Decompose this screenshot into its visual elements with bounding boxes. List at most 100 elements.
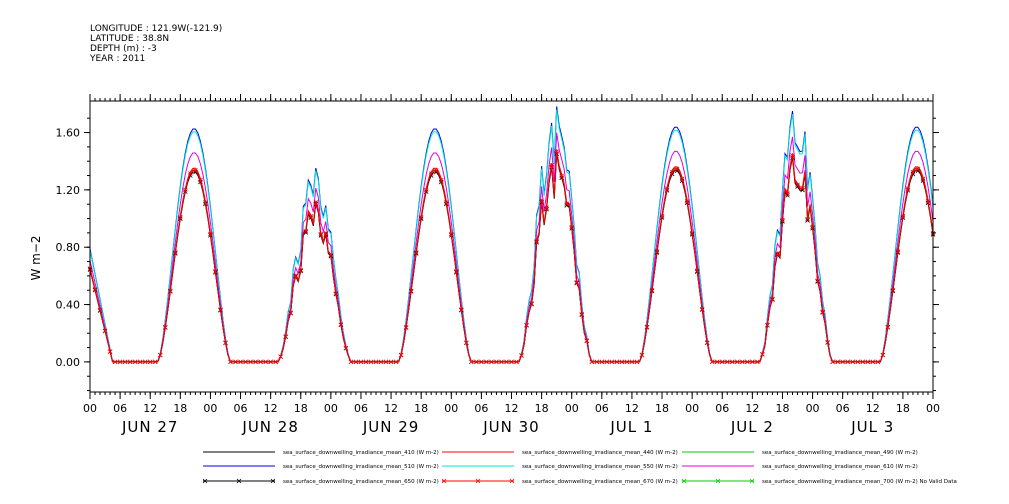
series-marker-7 — [840, 359, 845, 365]
series-marker-7 — [253, 359, 258, 365]
series-marker-7 — [890, 287, 896, 293]
chart-header: LONGITUDE : 121.9W(-121.9) LATITUDE : 38… — [89, 24, 222, 64]
x-day-label: JUL 1 — [609, 418, 653, 436]
legend-entry: sea_surface_downwelling_irradiance_mean_… — [283, 450, 439, 456]
series-marker-7 — [243, 359, 248, 365]
series-marker-7 — [579, 312, 585, 317]
series-marker-7 — [714, 359, 720, 365]
series-marker-7 — [830, 359, 835, 365]
series-marker-7 — [639, 352, 645, 358]
x-tick-label: 12 — [745, 402, 759, 415]
series-marker-7 — [644, 324, 650, 330]
series-marker-7 — [162, 324, 168, 330]
series-marker-7 — [554, 149, 559, 154]
series-marker-7 — [699, 306, 705, 312]
x-tick-label: 18 — [896, 402, 910, 415]
y-tick-label: 0.80 — [56, 241, 81, 254]
series-marker-7 — [925, 198, 931, 204]
series-marker-7 — [524, 322, 529, 328]
plot-axes: 0.00 0.40 0.80 1.20 1.60 00 06 12 18 00 06 12 18 00 06… — [56, 94, 940, 436]
series-marker-7 — [599, 359, 605, 365]
x-tick-label: 18 — [775, 402, 789, 415]
x-tick-label: 18 — [655, 402, 669, 415]
series-marker-6 — [785, 193, 790, 198]
series-marker-7 — [293, 273, 299, 278]
series-marker-7 — [654, 249, 660, 254]
series-marker-7 — [669, 169, 675, 175]
series-marker-7 — [178, 214, 183, 220]
series-marker-7 — [97, 307, 103, 313]
series-marker-7 — [504, 359, 509, 365]
series-marker-7 — [333, 291, 339, 296]
series-marker-7 — [443, 200, 449, 205]
plot-lines — [87, 106, 936, 365]
x-day-label: JUL 3 — [850, 418, 894, 436]
series-marker-7 — [464, 340, 469, 346]
x-tick-label: 00 — [203, 402, 217, 415]
plot-frame — [89, 100, 934, 393]
y-tick-label: 0.00 — [56, 356, 81, 369]
series-marker-7 — [800, 186, 805, 191]
series-marker-7 — [805, 216, 810, 222]
series-marker-7 — [318, 231, 324, 237]
series-marker-7 — [283, 334, 288, 339]
series-marker-7 — [248, 359, 253, 365]
x-tick-label: 06 — [234, 402, 248, 415]
series-marker-7 — [223, 340, 228, 346]
series-marker-7 — [353, 359, 359, 365]
series-marker-7 — [258, 359, 263, 365]
latitude-label: LATITUDE : 38.8N — [90, 34, 169, 44]
series-marker-6 — [193, 169, 198, 175]
series-marker-7 — [659, 213, 665, 219]
series-marker-7 — [604, 359, 610, 365]
series-marker-6 — [805, 218, 810, 223]
series-marker-7 — [469, 359, 474, 365]
series-marker-7 — [614, 359, 620, 365]
series-marker-7 — [489, 359, 494, 365]
series-marker-7 — [534, 238, 539, 244]
series-marker-7 — [338, 322, 344, 327]
series-marker-7 — [484, 359, 489, 365]
legend-entry: sea_surface_downwelling_irradiance_mean_… — [522, 450, 678, 456]
series-marker-7 — [393, 359, 399, 365]
series-line-4 — [89, 109, 934, 363]
series-marker-7 — [428, 171, 434, 176]
longitude-label: LONGITUDE : 121.9W(-121.9) — [90, 24, 222, 34]
x-tick-label: 12 — [625, 402, 639, 415]
series-marker-7 — [383, 359, 389, 365]
series-marker-7 — [438, 177, 444, 183]
series-marker-7 — [835, 359, 840, 365]
series-marker-7 — [373, 359, 379, 365]
series-marker-7 — [544, 205, 549, 210]
series-marker-7 — [519, 353, 524, 358]
series-marker-6 — [795, 184, 800, 189]
series-marker-7 — [132, 359, 138, 365]
series-marker-7 — [218, 307, 223, 312]
legend-entry: sea_surface_downwelling_irradiance_mean_… — [522, 479, 678, 485]
series-marker-7 — [684, 198, 690, 204]
legend-marker — [441, 478, 447, 484]
series-marker-7 — [142, 359, 148, 365]
x-tick-label: 00 — [444, 402, 458, 415]
series-marker-7 — [433, 167, 439, 173]
legend-entry: sea_surface_downwelling_irradiance_mean_… — [762, 479, 957, 485]
x-tick-label: 18 — [414, 402, 428, 415]
series-marker-6 — [303, 230, 309, 235]
series-line-3 — [89, 106, 934, 363]
series-marker-7 — [454, 269, 459, 274]
series-marker-7 — [584, 338, 590, 343]
legend-marker — [475, 478, 481, 484]
series-marker-7 — [474, 359, 479, 365]
y-axis-label: W m−2 — [29, 235, 43, 280]
series-marker-7 — [735, 359, 740, 365]
series-marker-7 — [730, 359, 735, 365]
series-marker-7 — [765, 322, 770, 328]
series-marker-7 — [499, 359, 504, 365]
series-marker-7 — [589, 359, 595, 365]
x-tick-label: 12 — [505, 402, 519, 415]
series-marker-7 — [564, 201, 569, 207]
series-marker-7 — [308, 214, 314, 219]
y-tick-label: 0.40 — [56, 299, 81, 312]
x-tick-label: 18 — [535, 402, 549, 415]
